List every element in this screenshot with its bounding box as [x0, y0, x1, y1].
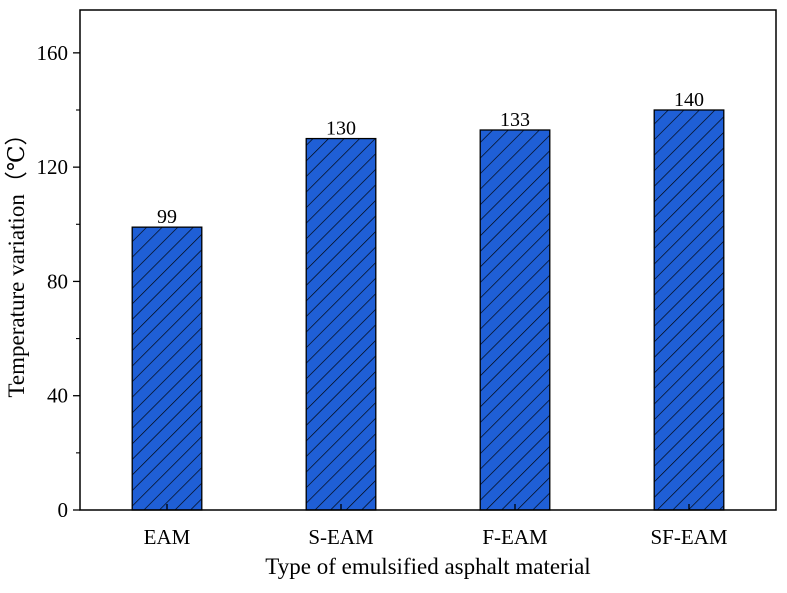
x-tick-label-f-eam: F-EAM [482, 525, 548, 549]
bar-s-eam [305, 137, 377, 511]
data-label-eam: 99 [157, 206, 177, 228]
y-tick-label: 0 [58, 498, 69, 522]
data-label-f-eam: 133 [500, 109, 530, 131]
bars-layer [131, 109, 725, 511]
data-label-sf-eam: 140 [674, 89, 704, 111]
y-tick-label: 40 [47, 384, 68, 408]
data-label-s-eam: 130 [326, 118, 356, 140]
x-tick-label-s-eam: S-EAM [308, 525, 374, 549]
x-tick-label-eam: EAM [144, 525, 191, 549]
y-axis-title: Temperature variation（℃） [4, 122, 29, 397]
plot-area-frame [79, 9, 777, 511]
x-axis: EAM S-EAM F-EAM SF-EAM [144, 504, 728, 549]
x-axis-title: Type of emulsified asphalt material [265, 554, 590, 579]
x-tick-label-sf-eam: SF-EAM [650, 525, 727, 549]
y-tick-label: 160 [37, 41, 69, 65]
bar-eam [131, 226, 203, 511]
y-tick-label: 120 [37, 155, 69, 179]
data-labels-layer: 99 130 133 140 [157, 89, 704, 228]
y-tick-label: 80 [47, 269, 68, 293]
bar-f-eam [479, 129, 551, 511]
y-axis: 0 40 80 120 160 [37, 41, 80, 522]
bar-sf-eam [653, 109, 725, 511]
